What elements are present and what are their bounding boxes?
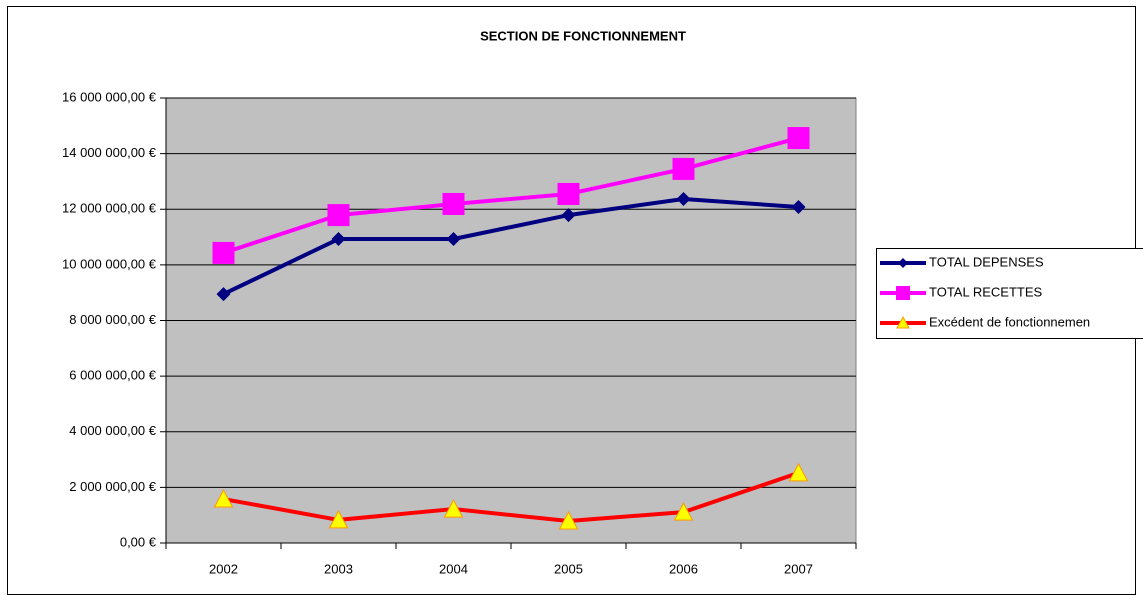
data-point (791, 200, 806, 215)
y-tick-label: 10 000 000,00 € (62, 256, 157, 271)
data-point (442, 192, 465, 215)
y-tick-label: 6 000 000,00 € (69, 368, 157, 383)
series-line (222, 196, 799, 296)
series-line (223, 471, 800, 524)
y-tick-label: 4 000 000,00 € (69, 423, 157, 438)
y-tick-label: 8 000 000,00 € (69, 312, 157, 327)
data-point (213, 488, 234, 508)
y-tick-label: 16 000 000,00 € (62, 89, 157, 104)
legend-label: TOTAL RECETTES (929, 284, 1042, 299)
legend-marker (896, 286, 910, 300)
data-point (331, 232, 346, 247)
legend-marker (896, 315, 910, 329)
y-tick-label: 14 000 000,00 € (62, 145, 157, 160)
data-point (212, 241, 235, 264)
data-point (557, 182, 580, 205)
chart-title: SECTION DE FONCTIONNEMENT (480, 28, 686, 43)
data-point (327, 204, 350, 227)
x-tick-label: 2003 (324, 561, 353, 576)
data-point (676, 191, 691, 206)
data-point (561, 208, 576, 223)
data-point (672, 157, 695, 180)
series-line (222, 136, 800, 255)
data-point (446, 232, 461, 247)
x-tick-label: 2002 (209, 561, 238, 576)
legend-marker (898, 258, 908, 268)
x-tick-label: 2006 (669, 561, 698, 576)
data-point (443, 499, 464, 518)
data-point (216, 287, 231, 302)
data-point (673, 502, 694, 521)
y-tick-label: 0,00 € (120, 534, 157, 549)
data-point (788, 462, 809, 482)
y-tick-label: 12 000 000,00 € (62, 201, 157, 216)
y-tick-label: 2 000 000,00 € (69, 479, 157, 494)
x-tick-label: 2004 (439, 561, 468, 576)
legend-label: TOTAL DEPENSES (929, 254, 1044, 269)
x-tick-label: 2007 (784, 561, 813, 576)
data-point (787, 127, 810, 150)
data-point (558, 510, 579, 530)
data-point (328, 509, 349, 529)
x-tick-label: 2005 (554, 561, 583, 576)
legend-label: Excédent de fonctionnemen (929, 314, 1090, 329)
